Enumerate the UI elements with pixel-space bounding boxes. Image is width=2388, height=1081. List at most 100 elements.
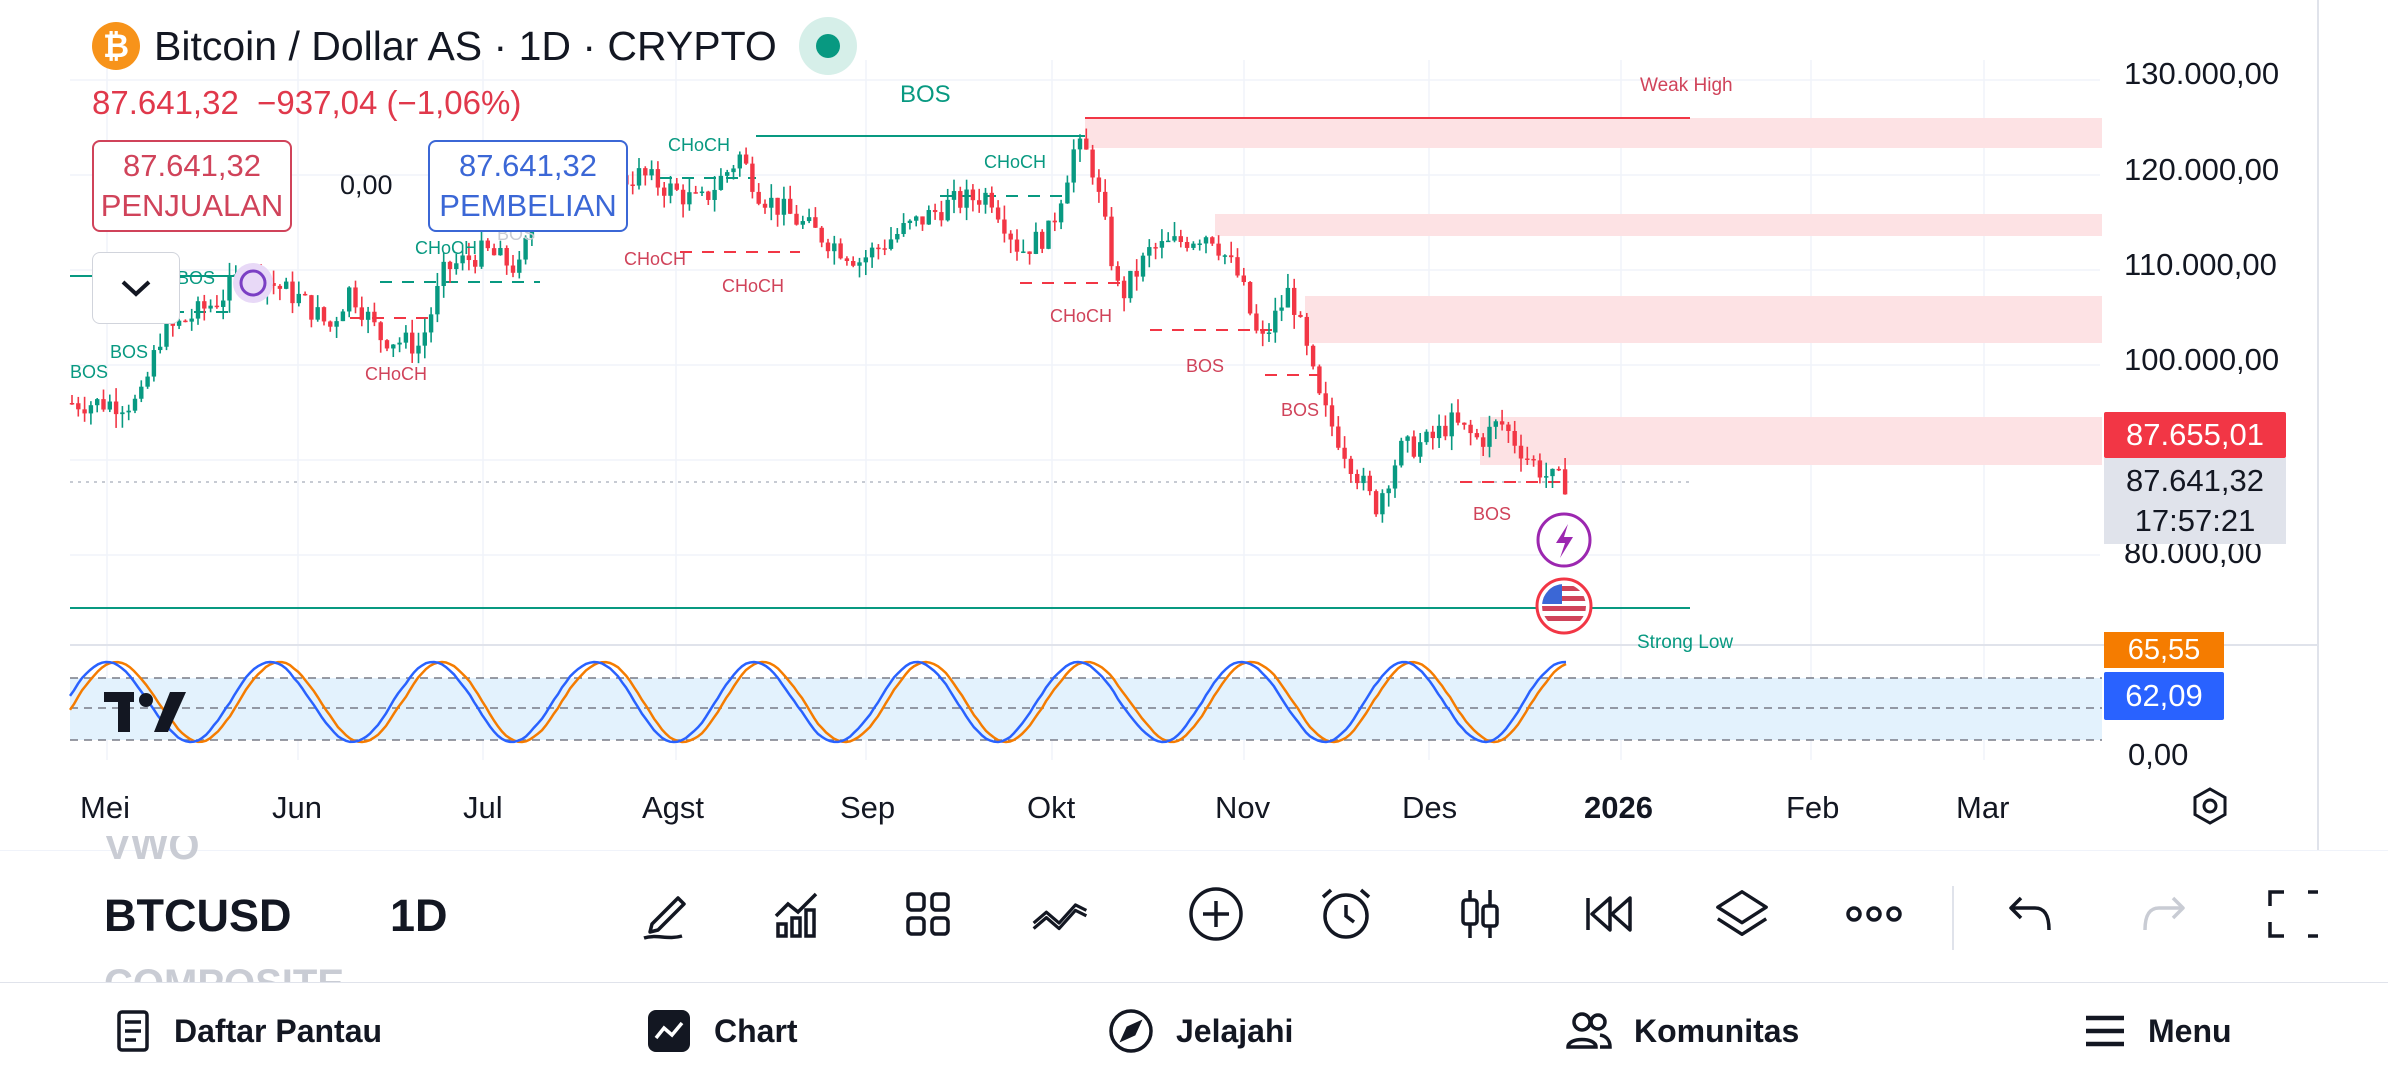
candle-body (680, 189, 686, 205)
symbol-header[interactable]: ₿ Bitcoin / Dollar AS · 1D · CRYPTO (92, 17, 857, 75)
candle-body (1405, 436, 1410, 441)
candle-body (1443, 425, 1448, 437)
fullscreen-icon[interactable] (2262, 884, 2318, 944)
candle-body (1392, 465, 1398, 489)
candle-body (1254, 313, 1259, 331)
candle-body (737, 154, 742, 169)
candle-body (170, 322, 175, 326)
candle-body (88, 405, 94, 414)
nav-menu[interactable]: Menu (2084, 1002, 2232, 1060)
candle-body (1323, 393, 1328, 406)
candle-body (1273, 310, 1278, 333)
symbol-title[interactable]: Bitcoin / Dollar AS · 1D · CRYPTO (154, 22, 777, 69)
candle-body (1058, 203, 1064, 223)
candle-body (995, 207, 1001, 220)
buy-label: PEMBELIAN (439, 188, 617, 223)
candle-body (485, 240, 490, 249)
candle-body (1380, 493, 1385, 515)
candle-body (1159, 241, 1165, 248)
more-icon[interactable] (1844, 884, 1904, 944)
candle-body (750, 163, 755, 192)
candle-body (869, 247, 875, 258)
candle-body (743, 154, 749, 164)
replay-icon[interactable] (1578, 884, 1638, 944)
candle-body (183, 320, 188, 323)
candle-body (1235, 257, 1240, 276)
stoch-k-badge: 62,09 (2104, 672, 2224, 720)
undo-icon[interactable] (2000, 884, 2060, 944)
candle-body (725, 172, 730, 176)
supply-zone (1215, 214, 2102, 236)
brush-icon[interactable] (636, 884, 696, 944)
layouts-icon[interactable] (898, 884, 958, 944)
time-axis[interactable]: Mei Jun Jul Agst Sep Okt Nov Des 2026 Fe… (0, 790, 2318, 830)
chart-settings-icon[interactable] (2190, 786, 2230, 826)
alarm-icon[interactable] (1316, 884, 1376, 944)
time-label: Mei (80, 790, 130, 825)
price-chart[interactable]: BOS Weak High Strong Low CHoCH CHoCH CHo… (0, 0, 2388, 850)
bos-label: BOS (177, 268, 215, 288)
choch-label: CHoCH (668, 135, 730, 155)
market-status-icon[interactable] (798, 17, 857, 75)
toolbar-divider (1952, 886, 1954, 950)
bos-label-top: BOS (900, 81, 951, 108)
candle-body (1317, 366, 1322, 394)
candle-body (718, 175, 724, 190)
nav-watchlist[interactable]: Daftar Pantau (114, 1002, 382, 1060)
candle-body (794, 213, 799, 225)
candles-icon[interactable] (1450, 884, 1510, 944)
nav-explore[interactable]: Jelajahi (1108, 1002, 1293, 1060)
nav-chart[interactable]: Chart (646, 1002, 798, 1060)
candle-body (1077, 138, 1083, 150)
candle-body (687, 192, 692, 205)
layers-icon[interactable] (1712, 884, 1772, 944)
candle-body (1172, 236, 1177, 241)
time-label: Sep (840, 790, 896, 825)
candle-body (964, 189, 969, 208)
candle-body (888, 239, 894, 249)
candle-body (1115, 266, 1120, 281)
candle-body (958, 191, 963, 208)
sell-button[interactable]: 87.641,32 PENJUALAN (92, 140, 292, 232)
trend-line-icon[interactable] (1030, 884, 1090, 944)
time-label: Jun (272, 790, 322, 825)
candle-body (1537, 460, 1543, 478)
candle-body (1512, 430, 1517, 446)
symbol-prev[interactable]: VWO (104, 836, 200, 868)
chevron-down-icon (121, 280, 151, 297)
candle-body (1033, 231, 1039, 254)
candle-body (1544, 476, 1549, 478)
candle-body (1506, 424, 1511, 431)
collapse-legend-button[interactable] (92, 252, 180, 324)
candle-body (510, 265, 516, 273)
candle-body (977, 200, 982, 205)
nav-community[interactable]: Komunitas (1566, 1002, 1799, 1060)
price-label: 120.000,00 (2124, 152, 2280, 187)
symbol-selector[interactable]: BTCUSD (104, 890, 292, 941)
add-icon[interactable] (1186, 884, 1246, 944)
candle-body (101, 399, 106, 410)
nav-community-label: Komunitas (1634, 1012, 1800, 1049)
buy-button[interactable]: 87.641,32 PEMBELIAN (428, 140, 628, 232)
candle-body (1229, 255, 1234, 258)
candle-body (328, 321, 333, 327)
candle-body (208, 305, 213, 309)
candle-body (378, 322, 383, 341)
flash-event-icon (1536, 512, 1592, 568)
candle-body (1191, 243, 1196, 248)
bos-label: BOS (1186, 356, 1224, 376)
candle-body (1493, 421, 1498, 427)
candle-body (95, 399, 100, 406)
candle-body (176, 320, 182, 326)
bottom-navigation (0, 982, 2388, 1081)
candle-body (731, 168, 736, 173)
community-icon (1566, 1012, 1612, 1049)
time-label: Agst (642, 790, 705, 825)
price-change: 87.641,32 −937,04 (−1,06%) (92, 84, 522, 121)
indicators-icon[interactable] (768, 884, 828, 944)
candle-body (1103, 191, 1108, 217)
candle-body (1292, 287, 1297, 315)
redo-icon[interactable] (2134, 884, 2194, 944)
interval-selector[interactable]: 1D (390, 890, 448, 941)
symbol-next[interactable]: COMPOSITE (104, 954, 344, 982)
